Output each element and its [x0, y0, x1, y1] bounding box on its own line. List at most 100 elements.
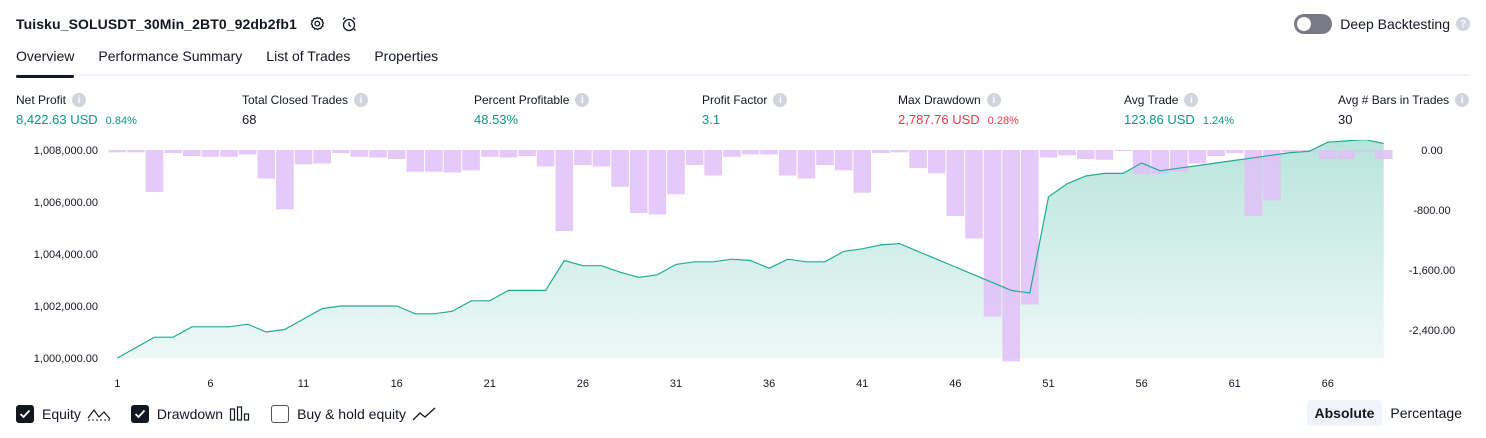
drawdown-bar [704, 150, 722, 176]
drawdown-bar [853, 150, 871, 193]
drawdown-bar [257, 150, 276, 179]
drawdown-bar [1132, 150, 1151, 174]
drawdown-bar [592, 150, 611, 167]
equity-checkbox[interactable] [16, 405, 34, 423]
drawdown-bar [145, 150, 164, 192]
drawdown-bar [946, 150, 965, 216]
metric-label: Profit Factor [702, 93, 768, 107]
metric-avg-trade: Avg Trade i 123.86 USD 1.24% [1124, 93, 1234, 127]
info-icon[interactable]: i [575, 93, 590, 107]
drawdown-bar [1356, 150, 1374, 152]
drawdown-bar [648, 150, 667, 215]
metric-value: 2,787.76 USD [898, 112, 980, 127]
drawdown-bar [834, 150, 853, 171]
info-icon[interactable]: i [1184, 93, 1199, 107]
drawdown-bar [909, 150, 927, 168]
info-icon[interactable]: i [986, 93, 1001, 107]
info-icon[interactable]: i [72, 93, 87, 107]
info-icon[interactable]: i [354, 93, 369, 107]
trend-line-icon [412, 406, 436, 422]
metric-max-drawdown: Max Drawdown i 2,787.76 USD 0.28% [898, 93, 1019, 127]
legend-drawdown[interactable]: Drawdown [130, 405, 251, 423]
deep-backtesting: Deep Backtesting ? [1294, 12, 1470, 36]
x-axis-tick: 56 [1135, 378, 1147, 390]
x-axis-tick: 51 [1042, 378, 1054, 390]
drawdown-bar [1058, 150, 1076, 156]
equity-axis-tick: 1,008,000.00 [34, 145, 98, 157]
x-axis-tick: 21 [484, 378, 496, 390]
x-axis-tick: 16 [391, 378, 403, 390]
info-icon[interactable]: i [773, 93, 788, 107]
drawdown-bar [332, 150, 350, 153]
legend-label: Buy & hold equity [297, 406, 407, 422]
metric-percent: 0.84% [105, 115, 137, 127]
drawdown-bar [890, 150, 909, 153]
drawdown-bar [294, 150, 313, 165]
help-icon[interactable]: ? [1456, 17, 1470, 31]
x-axis-tick: 41 [856, 378, 868, 390]
chart-legend: Equity Drawdown Buy & hold equity [16, 402, 456, 426]
legend-equity[interactable]: Equity [16, 405, 111, 423]
drawdown-axis-tick: 0.00 [1421, 145, 1442, 157]
metric-net-profit: Net Profit i 8,422.63 USD 0.84% [16, 93, 137, 127]
drawdown-bar [1002, 150, 1020, 362]
x-axis-tick: 61 [1229, 378, 1241, 390]
display-mode-switch: Absolute Percentage [1306, 400, 1471, 426]
buy-hold-checkbox[interactable] [271, 405, 290, 423]
legend-buy-hold[interactable]: Buy & hold equity [271, 405, 436, 423]
settings-icon[interactable] [305, 12, 329, 36]
x-axis-tick: 6 [207, 378, 213, 390]
drawdown-bar [574, 150, 592, 165]
drawdown-bar [965, 150, 983, 239]
x-axis-tick: 1 [114, 378, 120, 390]
drawdown-bar [313, 150, 331, 164]
drawdown-bar [816, 150, 834, 165]
drawdown-bar [462, 150, 480, 171]
info-icon[interactable]: i [1455, 93, 1470, 107]
tab-performance-summary[interactable]: Performance Summary [98, 48, 243, 64]
legend-label: Equity [42, 406, 81, 422]
drawdown-bar [723, 150, 741, 157]
drawdown-bar [1281, 150, 1300, 153]
drawdown-bar [778, 150, 797, 176]
metric-percent: 1.24% [1202, 115, 1235, 127]
tab-properties[interactable]: Properties [374, 48, 439, 64]
drawdown-bar [201, 150, 220, 157]
metric-label: Net Profit [16, 93, 67, 107]
x-axis-tick: 31 [670, 378, 682, 390]
metric-value: 123.86 USD [1124, 112, 1195, 127]
absolute-button[interactable]: Absolute [1306, 400, 1383, 426]
equity-axis-tick: 1,000,000.00 [34, 353, 98, 365]
metric-percent-profitable: Percent Profitable i 48.53% [474, 93, 590, 127]
x-axis-tick: 26 [577, 378, 589, 390]
drawdown-axis-tick: -1,600.00 [1409, 265, 1455, 277]
drawdown-bar [1207, 150, 1225, 156]
drawdown-bar [518, 150, 536, 156]
drawdown-bar [1151, 150, 1169, 174]
alarm-clock-icon[interactable] [337, 12, 361, 36]
drawdown-bar [741, 150, 760, 155]
tab-list-of-trades[interactable]: List of Trades [266, 48, 351, 64]
x-axis-tick: 11 [298, 378, 309, 390]
tab-bar: Overview Performance Summary List of Tra… [16, 44, 1470, 78]
percentage-button[interactable]: Percentage [1390, 405, 1462, 421]
strategy-header: Tuisku_SOLUSDT_30Min_2BT0_92db2fb1 [16, 12, 361, 36]
drawdown-bar [183, 150, 201, 156]
tab-overview[interactable]: Overview [16, 44, 75, 78]
drawdown-bar [481, 150, 499, 157]
metric-label: Avg Trade [1124, 93, 1179, 107]
drawdown-bar [1076, 150, 1095, 159]
drawdown-bar [760, 150, 778, 155]
drawdown-bar [1170, 150, 1188, 172]
drawdown-bar [667, 150, 685, 195]
drawdown-bar [220, 150, 238, 157]
metric-profit-factor: Profit Factor i 3.1 [702, 93, 788, 127]
equity-drawdown-chart[interactable]: 1,000,000.00 1,002,000.00 1,004,000.00 1,00… [0, 140, 1486, 394]
x-axis-tick: 36 [763, 378, 775, 390]
deep-backtesting-label: Deep Backtesting [1340, 16, 1450, 32]
deep-backtesting-toggle[interactable] [1294, 14, 1333, 34]
drawdown-checkbox[interactable] [130, 405, 149, 423]
equity-line [117, 140, 1384, 359]
x-axis-tick: 46 [949, 378, 961, 390]
drawdown-bar [611, 150, 629, 187]
